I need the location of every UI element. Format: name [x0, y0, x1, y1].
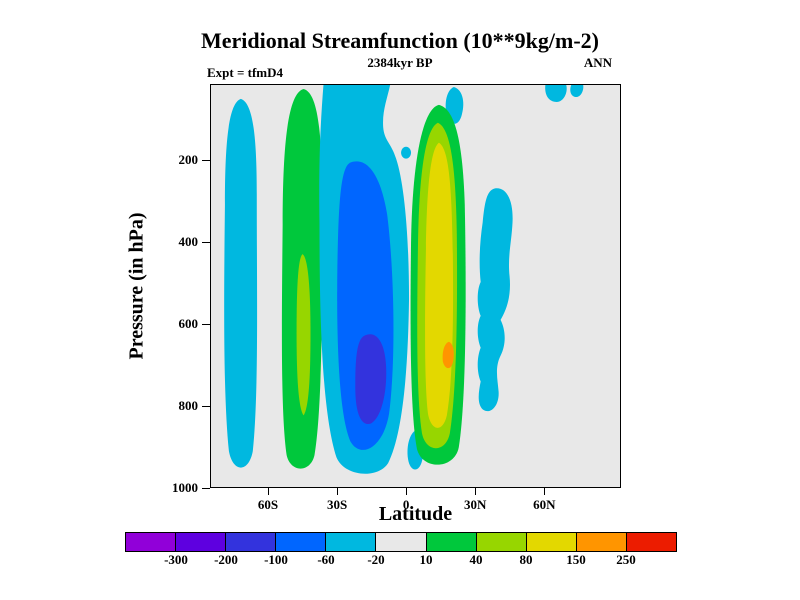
contour-region-north-polar-top-patch-2	[570, 85, 584, 98]
y-tick	[202, 160, 210, 162]
x-tick-label: 60N	[533, 497, 556, 512]
colorbar-segment-6	[426, 533, 477, 551]
colorbar-segment-2	[226, 533, 277, 551]
x-tick-label: 30S	[326, 497, 348, 512]
x-axis-title: Latitude	[378, 503, 453, 525]
y-tick-label: 600	[178, 316, 199, 332]
colorbar-label: 150	[566, 552, 586, 567]
colorbar-label: 250	[616, 552, 636, 567]
x-tick-label: 30N	[464, 497, 487, 512]
contour-region-south-polar-cyan-cell	[224, 98, 258, 468]
contour-svg	[224, 85, 584, 474]
y-tick	[202, 324, 210, 326]
y-tick-label: 200	[178, 152, 199, 168]
colorbar-label: -20	[367, 552, 385, 567]
y-tick-label: 1000	[172, 480, 198, 495]
y-tick-label: 400	[178, 234, 199, 250]
chart-title: Meridional Streamfunction (10**9kg/m-2)	[200, 28, 599, 53]
contour-region-southern-hadley-deepblue-core	[355, 334, 387, 424]
y-tick	[202, 488, 210, 489]
colorbar-segment-7	[476, 533, 527, 551]
colorbar	[125, 532, 677, 552]
y-axis-title: Pressure (in hPa)	[125, 212, 148, 360]
colorbar-segment-5	[376, 533, 427, 551]
y-tick	[202, 242, 210, 244]
colorbar-label: -100	[264, 552, 288, 567]
chart-subtitle-season: ANN	[583, 55, 612, 70]
chart-subtitle-experiment: Expt = tfmD4	[207, 65, 284, 80]
colorbar-segment-8	[526, 533, 577, 551]
colorbar-label: 10	[419, 552, 433, 567]
colorbar-segment-4	[326, 533, 377, 551]
x-tick	[337, 488, 339, 495]
colorbar-label: 40	[469, 552, 483, 567]
contour-region-equator-cyan-dot	[401, 146, 412, 159]
y-tick-label: 800	[178, 398, 199, 414]
colorbar-label: 80	[519, 552, 533, 567]
colorbar-segment-10	[626, 533, 677, 551]
x-tick	[268, 488, 270, 495]
colorbar-segment-3	[276, 533, 327, 551]
x-tick-label: 0	[402, 497, 410, 512]
chart-subtitle-time: 2384kyr BP	[367, 55, 433, 70]
contour-region-north-midlat-cyan-lobes	[477, 188, 513, 412]
plot-area	[210, 84, 621, 488]
contour-region-northern-hadley-yellow-core	[425, 142, 454, 428]
colorbar-label: -200	[214, 552, 238, 567]
x-tick	[475, 488, 477, 495]
y-tick	[202, 406, 210, 408]
x-tick-label: 60S	[257, 497, 279, 512]
contour-region-south-midlat-inner-yellowgreen	[296, 254, 311, 416]
x-tick	[406, 488, 408, 495]
colorbar-segment-1	[176, 533, 227, 551]
colorbar-segment-0	[126, 533, 177, 551]
colorbar-label: -300	[164, 552, 188, 567]
x-tick	[544, 488, 546, 495]
colorbar-label: -60	[317, 552, 335, 567]
contour-region-north-polar-top-patch-1	[545, 85, 567, 102]
contour-region-northern-hadley-orange-spot	[442, 341, 454, 369]
colorbar-segment-9	[576, 533, 627, 551]
